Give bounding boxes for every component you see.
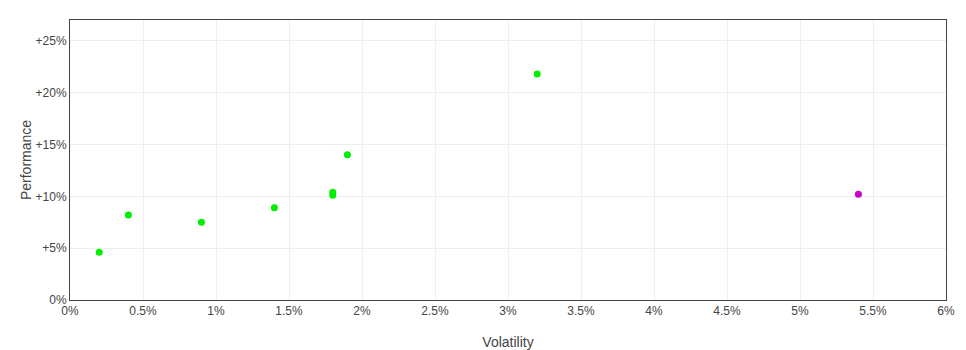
svg-text:3.5%: 3.5% [567, 304, 595, 318]
svg-text:4%: 4% [645, 304, 663, 318]
svg-text:Volatility: Volatility [482, 334, 533, 350]
svg-text:2.5%: 2.5% [421, 304, 449, 318]
svg-text:+25%: +25% [36, 34, 67, 48]
svg-text:+5%: +5% [42, 241, 67, 255]
svg-text:1.5%: 1.5% [275, 304, 303, 318]
svg-text:3%: 3% [499, 304, 517, 318]
svg-text:2%: 2% [353, 304, 371, 318]
svg-text:0.5%: 0.5% [129, 304, 157, 318]
svg-text:+10%: +10% [36, 190, 67, 204]
svg-text:+20%: +20% [36, 86, 67, 100]
svg-text:4.5%: 4.5% [713, 304, 741, 318]
svg-text:0%: 0% [61, 304, 79, 318]
svg-text:Performance: Performance [18, 120, 34, 200]
svg-text:1%: 1% [207, 304, 225, 318]
svg-text:6%: 6% [937, 304, 955, 318]
svg-text:5%: 5% [791, 304, 809, 318]
svg-text:0%: 0% [49, 293, 67, 307]
svg-text:5.5%: 5.5% [859, 304, 887, 318]
svg-text:+15%: +15% [36, 138, 67, 152]
